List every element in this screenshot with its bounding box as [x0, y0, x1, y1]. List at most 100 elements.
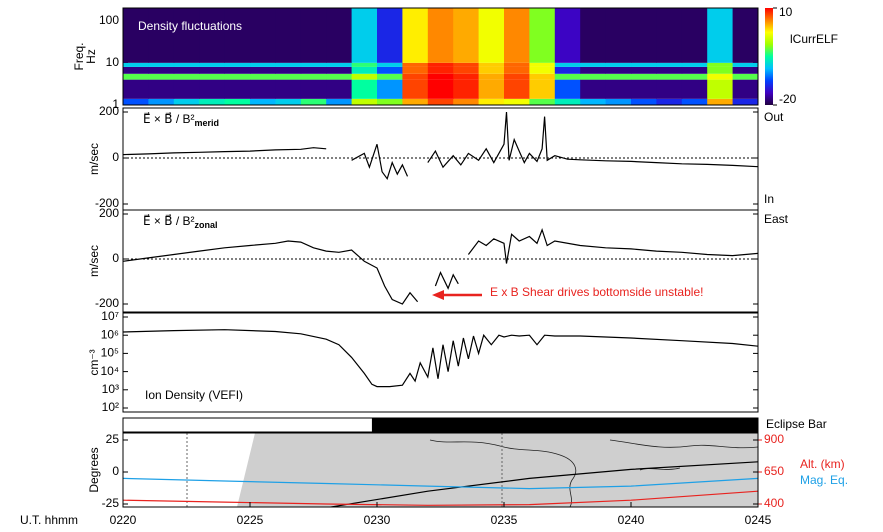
heatmap-cell: [275, 73, 302, 80]
heatmap-cell: [402, 73, 429, 80]
y2-tick-label: 400: [764, 496, 784, 510]
heatmap-cell: [681, 98, 708, 105]
heatmap-cell: [275, 98, 302, 105]
panel-label: E⃗ × B⃗ / B²zonal: [143, 214, 218, 230]
heatmap-cell: [173, 62, 200, 67]
heatmap-cell: [351, 62, 378, 67]
heatmap-cell: [453, 98, 479, 105]
heatmap-cell: [681, 62, 708, 67]
heatmap-cell: [351, 79, 378, 99]
heatmap-cell: [504, 79, 530, 99]
heatmap-cell: [300, 8, 327, 63]
heatmap-cell: [580, 66, 606, 74]
y-axis-label: Hz: [84, 49, 98, 64]
heatmap-cell: [707, 8, 733, 63]
heatmap-cell: [656, 62, 683, 67]
heatmap-cell: [732, 66, 759, 74]
y-axis-label: Degrees: [87, 447, 101, 492]
map-background: [186, 433, 758, 507]
heatmap-cell: [605, 66, 632, 74]
y-axis-label: Freq.: [72, 42, 86, 70]
heatmap-cell: [326, 66, 352, 74]
heatmap-cell: [453, 79, 479, 99]
heatmap-cell: [224, 98, 251, 105]
heatmap-cell: [605, 79, 632, 99]
heatmap-cell: [631, 62, 657, 67]
heatmap-cell: [326, 98, 352, 105]
heatmap-cell: [275, 66, 302, 74]
panel-label-subscript: merid: [195, 118, 220, 128]
heatmap-cell: [199, 98, 225, 105]
heatmap-cell: [478, 79, 505, 99]
heatmap-cell: [300, 73, 327, 80]
x-tick-label: 0230: [364, 513, 391, 527]
heatmap-cell: [631, 98, 657, 105]
heatmap-cell: [732, 8, 759, 63]
data-line: [123, 227, 758, 305]
y-tick-label: 200: [99, 206, 119, 220]
heatmap-cell: [504, 66, 530, 74]
heatmap-cell: [377, 8, 403, 63]
heatmap-cell: [427, 62, 454, 67]
right-label: Out: [764, 110, 784, 124]
heatmap-cell: [300, 66, 327, 74]
heatmap-cell: [504, 62, 530, 67]
y-tick-label: 1: [112, 97, 119, 111]
x-tick-label: 0220: [110, 513, 137, 527]
heatmap-cell: [402, 8, 429, 63]
colorbar: [765, 8, 773, 105]
heatmap-cell: [224, 62, 251, 67]
heatmap-cell: [250, 62, 276, 67]
x-tick-label: 0245: [745, 513, 772, 527]
heatmap-cell: [580, 73, 606, 80]
heatmap-cell: [681, 66, 708, 74]
data-line: [327, 461, 758, 507]
heatmap-cell: [681, 8, 708, 63]
plot: [123, 329, 758, 388]
heatmap-cell: [173, 79, 200, 99]
x-tick-label: 0240: [618, 513, 645, 527]
heatmap-cell: [199, 8, 225, 63]
heatmap-cell: [580, 62, 606, 67]
heatmap-cell: [250, 66, 276, 74]
panel-label-main: E⃗ × B⃗ / B²: [143, 214, 195, 228]
y2-tick-label: 650: [764, 464, 784, 478]
heatmap-cell: [148, 73, 175, 80]
plot: [123, 461, 758, 507]
heatmap-cell: [199, 73, 225, 80]
heatmap-cell: [605, 8, 632, 63]
y-tick-label: 10²: [102, 400, 119, 414]
heatmap-cell: [173, 73, 200, 80]
heatmap-cell: [377, 79, 403, 99]
heatmap-cell: [377, 98, 403, 105]
y-axis-label: m/sec: [87, 245, 101, 277]
heatmap-cell: [377, 62, 403, 67]
data-line: [123, 111, 758, 181]
panel-frame: [122, 312, 759, 413]
heatmap-cell: [707, 66, 733, 74]
heatmap-cell: [732, 62, 759, 67]
heatmap-cell: [631, 66, 657, 74]
heatmap-cell: [656, 98, 683, 105]
heatmap-cell: [427, 98, 454, 105]
heatmap-cell: [224, 79, 251, 99]
heatmap-cell: [123, 79, 149, 99]
heatmap-cell: [656, 79, 683, 99]
panel-title: Density fluctuations: [138, 19, 242, 33]
y-tick-label: 0: [112, 251, 119, 265]
heatmap-cell: [427, 73, 454, 80]
colorbar-label: lCurrELF: [790, 32, 838, 46]
heatmap-cell: [224, 8, 251, 63]
night-shade: [237, 433, 758, 507]
heatmap-cell: [478, 98, 505, 105]
heatmap-cell: [326, 8, 352, 63]
heatmap-cell: [707, 62, 733, 67]
y-tick-label: -200: [95, 296, 119, 310]
y-tick-label: 10⁶: [101, 327, 119, 341]
heatmap-cell: [681, 79, 708, 99]
heatmap-cell: [504, 73, 530, 80]
right-label: In: [764, 192, 774, 206]
heatmap-cell: [123, 98, 149, 105]
heatmap-cell: [529, 66, 556, 74]
y-tick-label: 10⁷: [101, 309, 119, 323]
